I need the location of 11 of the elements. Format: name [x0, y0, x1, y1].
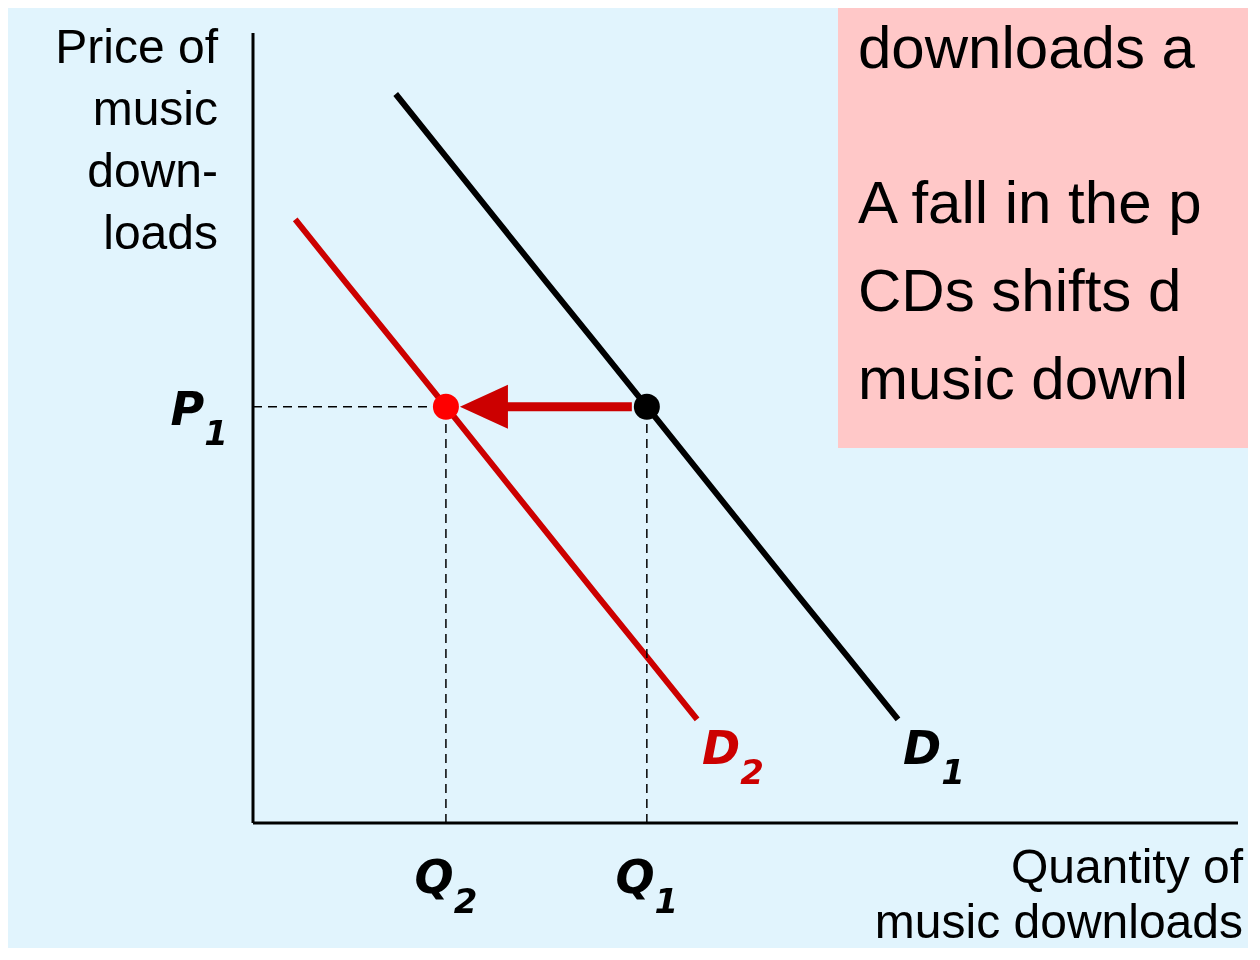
annotation: music downl [858, 345, 1189, 412]
x-tick-label: Q$_{2}$ [414, 850, 478, 921]
x-axis-title: Quantity of music downloads [874, 840, 1244, 948]
ref-line-label: P$_{1}$ [170, 381, 228, 453]
y-axis-title: Price of music down- loads [55, 20, 219, 259]
x-tick-label: Q$_{1}$ [615, 850, 679, 921]
annotation: CDs shifts d [858, 257, 1182, 324]
series-label: D$_{1}$ [903, 721, 965, 793]
series-label: D$_{2}$ [702, 721, 764, 793]
annotation: A fall in the p [858, 169, 1202, 236]
text: downloads a [858, 14, 1196, 81]
